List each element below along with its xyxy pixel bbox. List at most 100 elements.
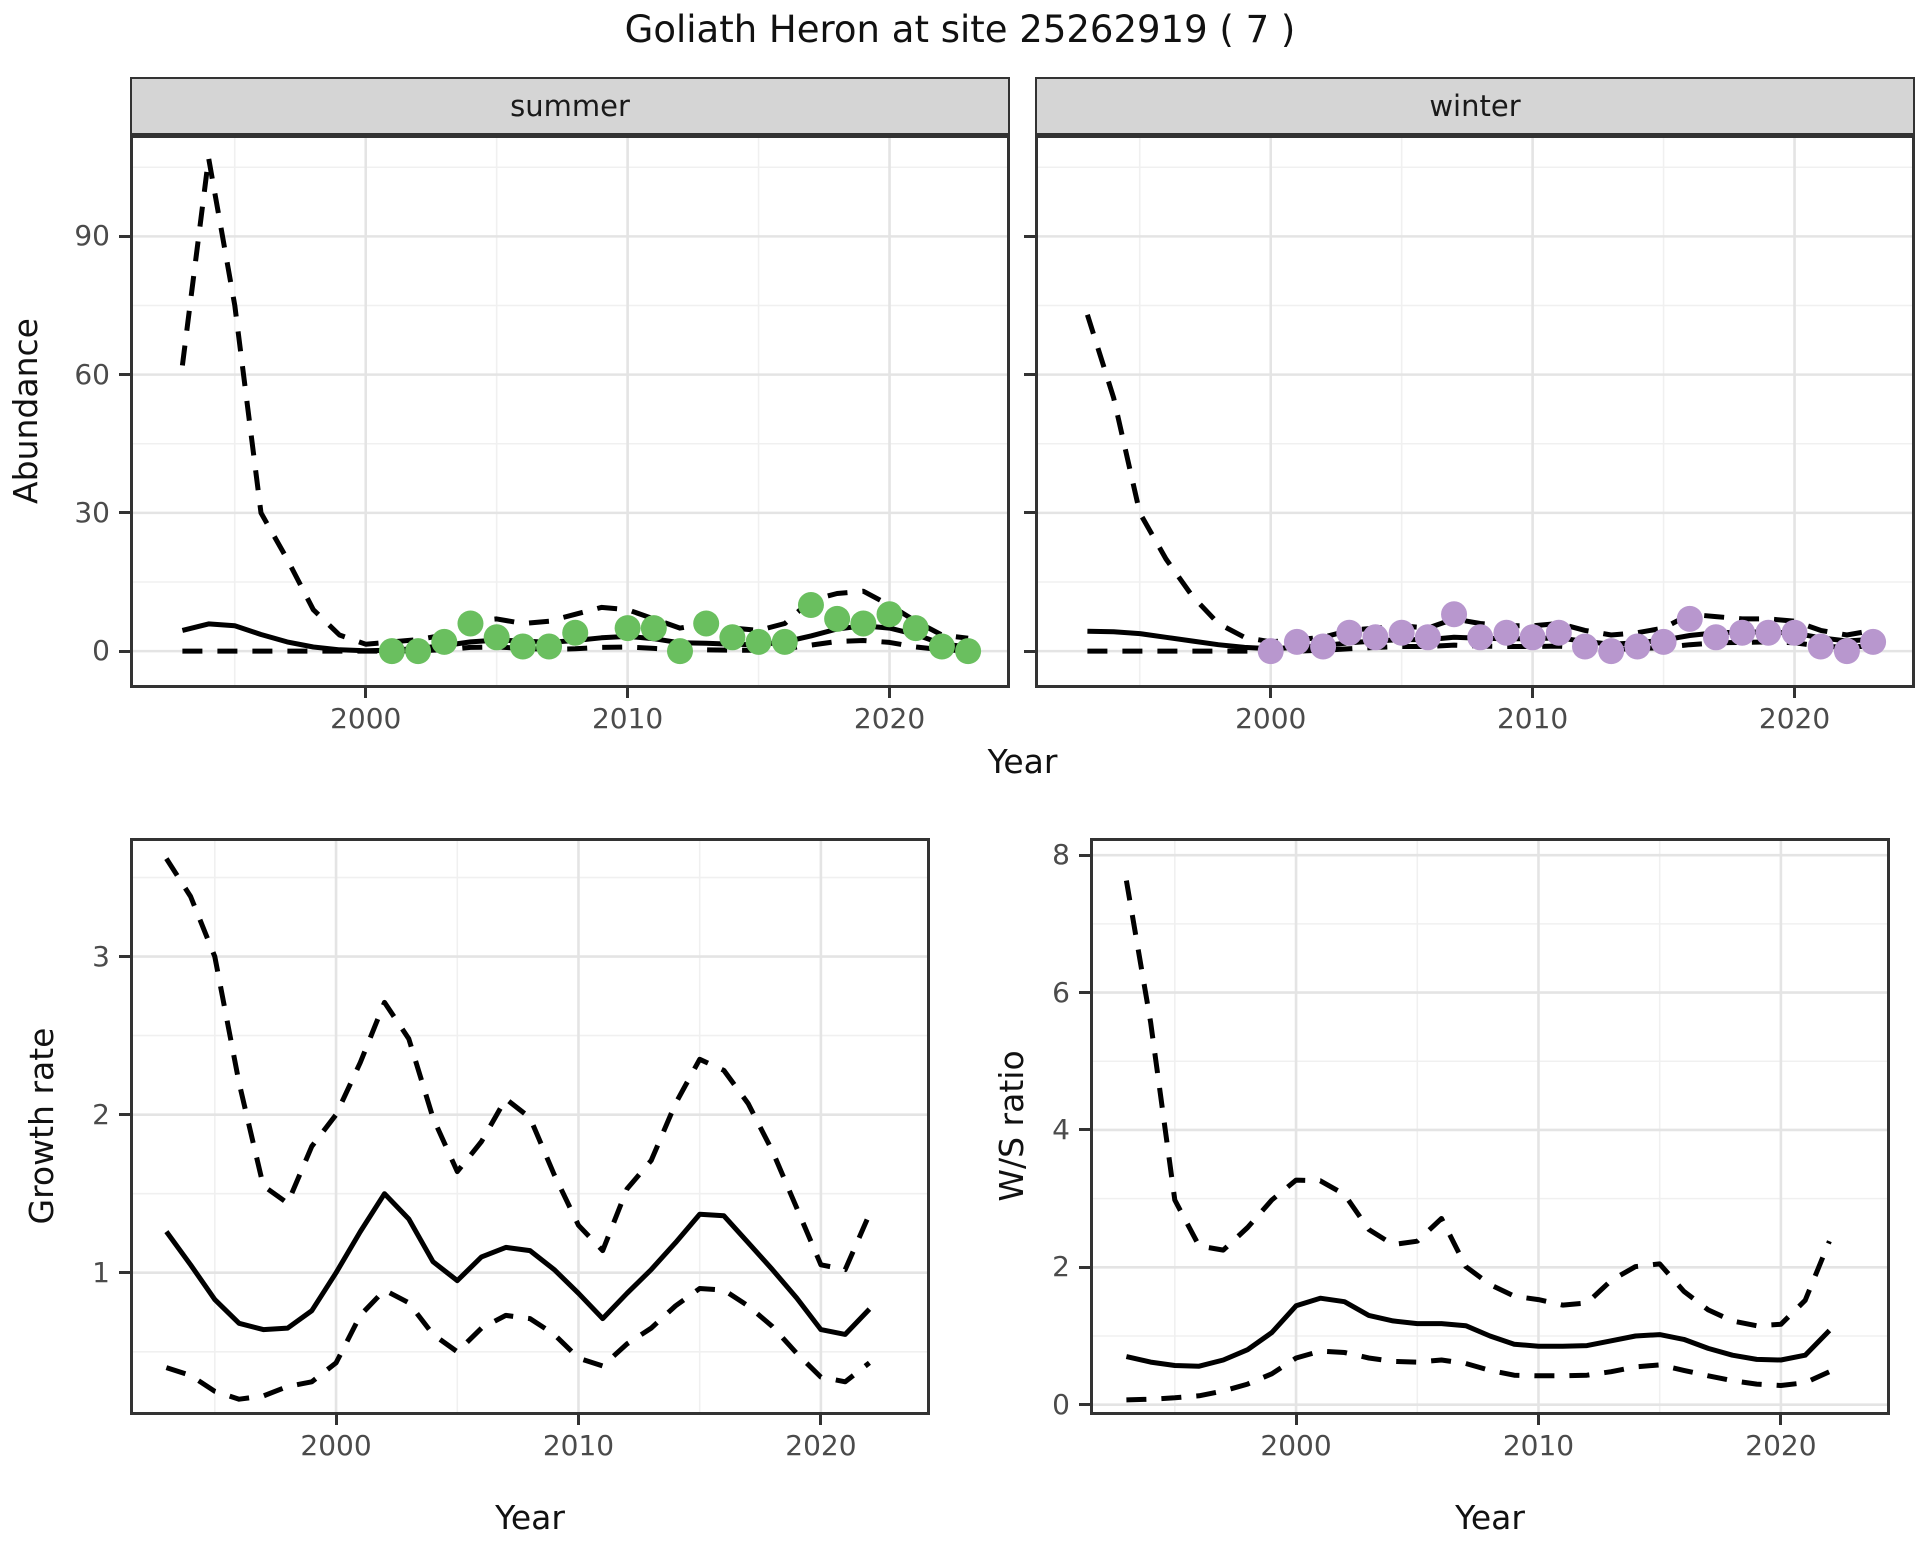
ws-ratio-plot [1090,838,1890,1415]
y-tick-label: 30 [74,495,110,529]
x-tick-label: 2020 [1758,702,1831,735]
x-tick-mark [819,1415,823,1425]
y-tick-mark [119,373,130,377]
summer_counts-point [850,610,877,637]
y-tick-label: 8 [1052,838,1070,872]
summer_counts-point [693,610,720,637]
y-tick-label: 4 [1052,1112,1070,1146]
y-tick-mark [1079,1128,1090,1132]
winter_counts-point [1729,619,1756,646]
winter_counts-point [1650,628,1677,655]
summer_counts-point [405,638,432,665]
y-tick-mark [1024,511,1035,515]
y-tick-mark [1079,991,1090,995]
summer_counts-point [745,628,772,655]
y-tick-mark [119,511,130,515]
y-tick-mark [1024,649,1035,653]
growth-rate-upper_ci-line [164,857,872,1273]
winter_counts-point [1257,638,1284,665]
summer_counts-point [719,624,746,651]
x-tick-label: 2000 [1235,702,1307,735]
ratio-x-axis-title: Year [1455,1498,1525,1537]
summer_counts-point [640,615,667,642]
x-tick-mark [626,688,630,698]
facet-strip-summer-label: summer [510,89,630,123]
winter_counts-point [1388,619,1415,646]
winter_counts-point [1702,624,1729,651]
x-tick-label: 2000 [330,702,402,735]
x-tick-mark [1269,688,1273,698]
y-tick-mark [119,1113,130,1117]
winter_counts-point [1414,624,1441,651]
summer_counts-point [483,624,510,651]
y-tick-label: 3 [92,939,110,973]
abundance-summer-plot [130,135,1010,688]
y-tick-label: 2 [92,1097,110,1131]
abundance-winter-upper_ci-line [1085,313,1874,645]
summer_counts-point [876,601,903,628]
y-tick-mark [119,649,130,653]
x-tick-mark [888,688,892,698]
x-tick-label: 2010 [591,702,664,735]
page-title: Goliath Heron at site 25262919 ( 7 ) [624,8,1296,51]
x-tick-mark [1793,688,1797,698]
y-tick-label: 90 [74,219,110,253]
summer_counts-point [536,633,563,660]
winter_counts-point [1833,638,1860,665]
summer_counts-point [667,638,693,665]
winter_counts-point [1624,633,1651,660]
y-tick-label: 0 [92,634,110,668]
x-tick-mark [1294,1415,1298,1425]
winter_counts-point [1467,624,1494,651]
x-tick-mark [334,1415,338,1425]
y-tick-mark [119,955,130,959]
winter_counts-point [1362,624,1389,651]
x-tick-label: 2020 [853,702,926,735]
facet-strip-winter: winter [1035,77,1915,135]
summer_counts-point [457,610,484,637]
abundance-axis-title: Abundance [6,318,45,504]
facet-strip-summer: summer [130,77,1010,135]
x-tick-label: 2010 [1502,1429,1575,1462]
y-tick-label: 60 [74,357,110,391]
summer_counts-point [955,638,982,665]
winter_counts-point [1519,624,1546,651]
y-tick-label: 1 [92,1255,110,1289]
growth-rate-fit-line [164,1191,872,1337]
winter_counts-point [1781,619,1808,646]
winter_counts-point [1676,605,1703,632]
summer_counts-point [928,633,955,660]
summer_counts-point [771,628,798,655]
ws-ratio-fit-line [1125,1295,1832,1369]
y-tick-mark [1079,853,1090,857]
winter_counts-point [1545,619,1572,646]
y-tick-label: 0 [1052,1387,1070,1421]
y-tick-label: 2 [1052,1250,1070,1284]
growth-x-axis-title: Year [495,1498,565,1537]
growth-rate-plot [130,838,930,1415]
y-tick-mark [119,1271,130,1275]
winter_counts-point [1755,619,1782,646]
winter_counts-point [1310,633,1337,660]
x-tick-label: 2000 [1260,1429,1332,1462]
x-tick-mark [1779,1415,1783,1425]
winter_counts-point [1572,633,1598,660]
y-tick-mark [1024,373,1035,377]
x-tick-mark [576,1415,580,1425]
facet-strip-winter-label: winter [1429,89,1521,123]
summer_counts-point [378,638,405,665]
y-tick-mark [119,234,130,238]
summer_counts-point [431,628,458,655]
summer_counts-point [824,605,851,632]
summer_counts-point [614,615,641,642]
abundance-summer-upper_ci-line [179,155,969,647]
x-tick-mark [1536,1415,1540,1425]
x-tick-label: 2010 [1496,702,1569,735]
summer_counts-point [562,619,589,646]
summer_counts-point [797,592,824,619]
x-tick-label: 2000 [300,1429,372,1462]
winter_counts-point [1860,628,1887,655]
y-tick-label: 6 [1052,975,1070,1009]
abundance-winter-plot [1035,135,1915,688]
